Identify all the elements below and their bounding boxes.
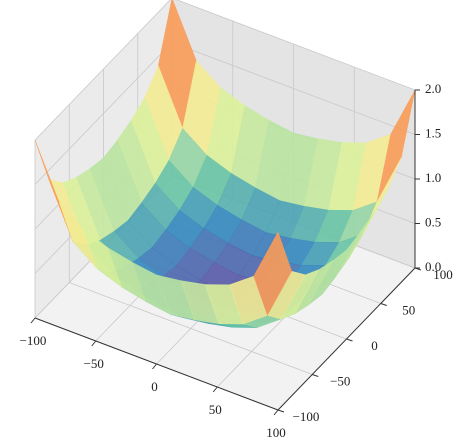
y-tick-label: 0 (371, 338, 378, 353)
tick-mark (152, 363, 157, 370)
z-tick-label: 1.5 (425, 125, 441, 140)
tick-mark (212, 386, 218, 393)
z-tick-label: 0.5 (425, 214, 441, 229)
x-tick-label: −50 (84, 356, 104, 371)
y-tick-label: 100 (433, 267, 453, 282)
y-tick-label: −100 (293, 409, 320, 424)
y-tick-label: −50 (330, 373, 350, 388)
tick-mark (346, 338, 353, 342)
grid-line (176, 0, 416, 91)
grid-line (34, 42, 173, 185)
tick-mark (277, 409, 285, 413)
grid-line (69, 282, 313, 375)
grid-line (34, 0, 171, 141)
tick-mark (30, 317, 36, 324)
y-tick-label: 50 (402, 302, 415, 317)
x-tick-label: 100 (266, 425, 286, 440)
z-tick-label: 1.0 (425, 170, 441, 185)
x-tick-label: 0 (151, 379, 158, 394)
x-tick-label: −100 (20, 333, 47, 348)
tick-mark (312, 374, 319, 377)
z-tick-label: 2.0 (425, 81, 441, 96)
tick-mark (380, 303, 387, 306)
z-tick-label: 0.0 (425, 259, 441, 274)
tick-mark (273, 409, 279, 416)
grid-line (171, 42, 416, 135)
surface-facet (253, 231, 292, 316)
x-tick-label: 50 (209, 402, 222, 417)
tick-mark (91, 340, 97, 347)
